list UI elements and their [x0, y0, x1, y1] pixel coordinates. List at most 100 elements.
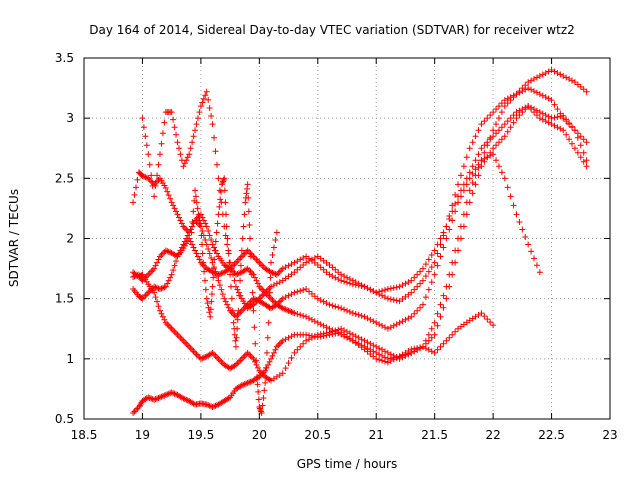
- data-point: [341, 278, 348, 285]
- data-point: [213, 161, 220, 168]
- data-point: [159, 130, 166, 137]
- data-point: [358, 336, 365, 343]
- data-point: [225, 247, 232, 254]
- data-point: [469, 170, 476, 177]
- data-point: [269, 297, 276, 304]
- data-point: [495, 115, 502, 122]
- data-point: [452, 247, 459, 254]
- data-point: [493, 121, 500, 128]
- data-point: [251, 358, 258, 365]
- data-point: [335, 329, 342, 336]
- data-point: [533, 89, 540, 96]
- data-point: [192, 187, 199, 194]
- data-point: [159, 313, 166, 320]
- data-point: [282, 306, 289, 313]
- data-point: [308, 316, 315, 323]
- data-point: [262, 367, 269, 374]
- data-point: [475, 127, 482, 134]
- data-point: [215, 211, 222, 218]
- data-point: [393, 354, 400, 361]
- data-point: [244, 185, 251, 192]
- data-point: [428, 325, 435, 332]
- data-point: [288, 354, 295, 361]
- data-point: [164, 391, 171, 398]
- data-point: [507, 193, 514, 200]
- data-point: [370, 348, 377, 355]
- data-point: [308, 256, 315, 263]
- data-point: [519, 85, 526, 92]
- data-point: [164, 280, 171, 287]
- data-point: [387, 355, 394, 362]
- data-point: [192, 193, 199, 200]
- data-point: [425, 268, 432, 275]
- data-point: [580, 136, 587, 143]
- data-point: [460, 181, 467, 188]
- data-point: [174, 331, 181, 338]
- data-point: [402, 280, 409, 287]
- data-point: [171, 262, 178, 269]
- data-point: [173, 258, 180, 265]
- data-point: [195, 211, 202, 218]
- data-point: [203, 88, 210, 95]
- data-point: [155, 176, 162, 183]
- data-point: [198, 232, 205, 239]
- data-point: [571, 127, 578, 134]
- data-point: [446, 215, 453, 222]
- data-point: [434, 322, 441, 329]
- data-point: [178, 244, 185, 251]
- data-point: [268, 269, 275, 276]
- data-point: [306, 315, 313, 322]
- data-point: [220, 178, 227, 185]
- data-point: [243, 380, 250, 387]
- y-tick-label: 2: [66, 232, 74, 246]
- data-point: [155, 394, 162, 401]
- data-point: [225, 304, 232, 311]
- data-point: [155, 161, 162, 168]
- data-point: [190, 348, 197, 355]
- data-point: [457, 172, 464, 179]
- data-point: [484, 316, 491, 323]
- data-point: [475, 151, 482, 158]
- data-point: [173, 208, 180, 215]
- data-point: [583, 88, 590, 95]
- data-point: [199, 241, 206, 248]
- data-point: [490, 133, 497, 140]
- data-point: [130, 409, 137, 416]
- data-point: [209, 283, 216, 290]
- data-point: [516, 88, 523, 95]
- data-point: [425, 256, 432, 263]
- data-point: [181, 160, 188, 167]
- data-point: [216, 357, 223, 364]
- data-point: [364, 285, 371, 292]
- data-point: [151, 289, 158, 296]
- data-point: [431, 247, 438, 254]
- data-point: [370, 288, 377, 295]
- data-point: [446, 226, 453, 233]
- data-point: [237, 277, 244, 284]
- data-point: [245, 208, 252, 215]
- data-point: [422, 273, 429, 280]
- data-point: [235, 310, 242, 317]
- data-point: [306, 332, 313, 339]
- data-point: [229, 307, 236, 314]
- data-point: [507, 115, 514, 122]
- data-point: [379, 352, 386, 359]
- y-tick-label: 0.5: [55, 412, 74, 426]
- data-point: [272, 270, 279, 277]
- data-point: [569, 124, 576, 131]
- x-tick-label: 20.5: [304, 428, 331, 442]
- data-point: [542, 118, 549, 125]
- data-point: [551, 114, 558, 121]
- data-point: [452, 200, 459, 207]
- data-point: [490, 145, 497, 152]
- data-point: [387, 324, 394, 331]
- data-point: [466, 145, 473, 152]
- data-point: [495, 127, 502, 134]
- data-point: [197, 355, 204, 362]
- x-tick-label: 20: [252, 428, 267, 442]
- data-point: [170, 267, 177, 274]
- data-point: [222, 232, 229, 239]
- data-point: [266, 358, 273, 365]
- data-point: [431, 259, 438, 266]
- data-point: [288, 333, 295, 340]
